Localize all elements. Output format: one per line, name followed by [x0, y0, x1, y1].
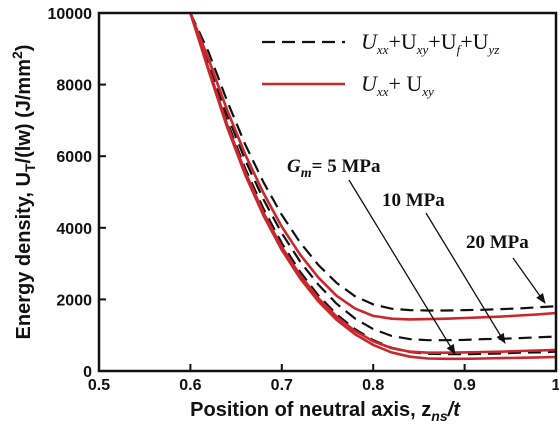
y-tick-label: 8000	[56, 78, 92, 95]
y-tick-label: 2000	[56, 292, 92, 309]
legend-label-partial: Uxx+ Uxy	[361, 71, 434, 99]
series-line-5mpa-dashed	[189, 13, 556, 356]
series-line-20mpa-solid	[189, 13, 556, 321]
plot-frame	[97, 11, 558, 373]
x-axis-title-main: Position of neutral axis, z	[190, 399, 431, 421]
y-axis-title-sub: T	[22, 163, 38, 172]
series-line-10mpa-dashed	[189, 13, 556, 342]
x-tick-label: 0.6	[179, 377, 201, 394]
y-tick-label: 10000	[48, 6, 93, 23]
series-line-20mpa-dashed	[189, 13, 556, 312]
x-axis-title-sub: ns	[431, 408, 448, 424]
annotation-5mpa: Gm= 5 MPa	[287, 156, 381, 181]
x-axis-title: Position of neutral axis, zns/t	[190, 399, 461, 424]
x-tick-label: 0.5	[88, 377, 110, 394]
x-tick-label: 0.8	[362, 377, 384, 394]
legend-label-total: Uxx+Uxy+Uf+Uyz	[361, 29, 499, 57]
y-axis-title-tail: /(lw) (J/mm	[13, 59, 35, 163]
x-tick-label: 1	[552, 377, 559, 394]
arrow-20mpa	[512, 257, 546, 304]
y-axis-title: Energy density, UT/(lw) (J/mm2)	[9, 45, 38, 340]
legend: Uxx+Uxy+Uf+Uyz Uxx+ Uxy	[262, 29, 499, 99]
y-tick-label: 6000	[56, 149, 92, 166]
y-axis-title-main: Energy density, U	[13, 172, 35, 339]
annotation-20mpa: 20 MPa	[466, 232, 529, 253]
annotations: Gm= 5 MPa 10 MPa 20 MPa	[287, 156, 546, 355]
x-axis-title-tail: /t	[447, 399, 462, 421]
y-tick-label: 0	[83, 364, 92, 381]
y-axis-title-end: )	[13, 45, 35, 52]
y-tick-label: 4000	[56, 221, 92, 238]
series-line-10mpa-solid	[189, 13, 556, 354]
arrow-10mpa	[425, 212, 506, 344]
ticks-layer: 0.5 0.6 0.7 0.8 0.9 1 0 2000 4000 6000 8000 10000	[48, 6, 559, 394]
x-tick-label: 0.7	[271, 377, 293, 394]
x-tick-label: 0.9	[453, 377, 475, 394]
series-line-5mpa-solid	[189, 13, 556, 361]
y-axis-title-sup: 2	[9, 51, 25, 59]
series-layer	[189, 13, 556, 361]
annotation-10mpa: 10 MPa	[382, 190, 445, 211]
arrow-5mpa	[348, 179, 456, 355]
